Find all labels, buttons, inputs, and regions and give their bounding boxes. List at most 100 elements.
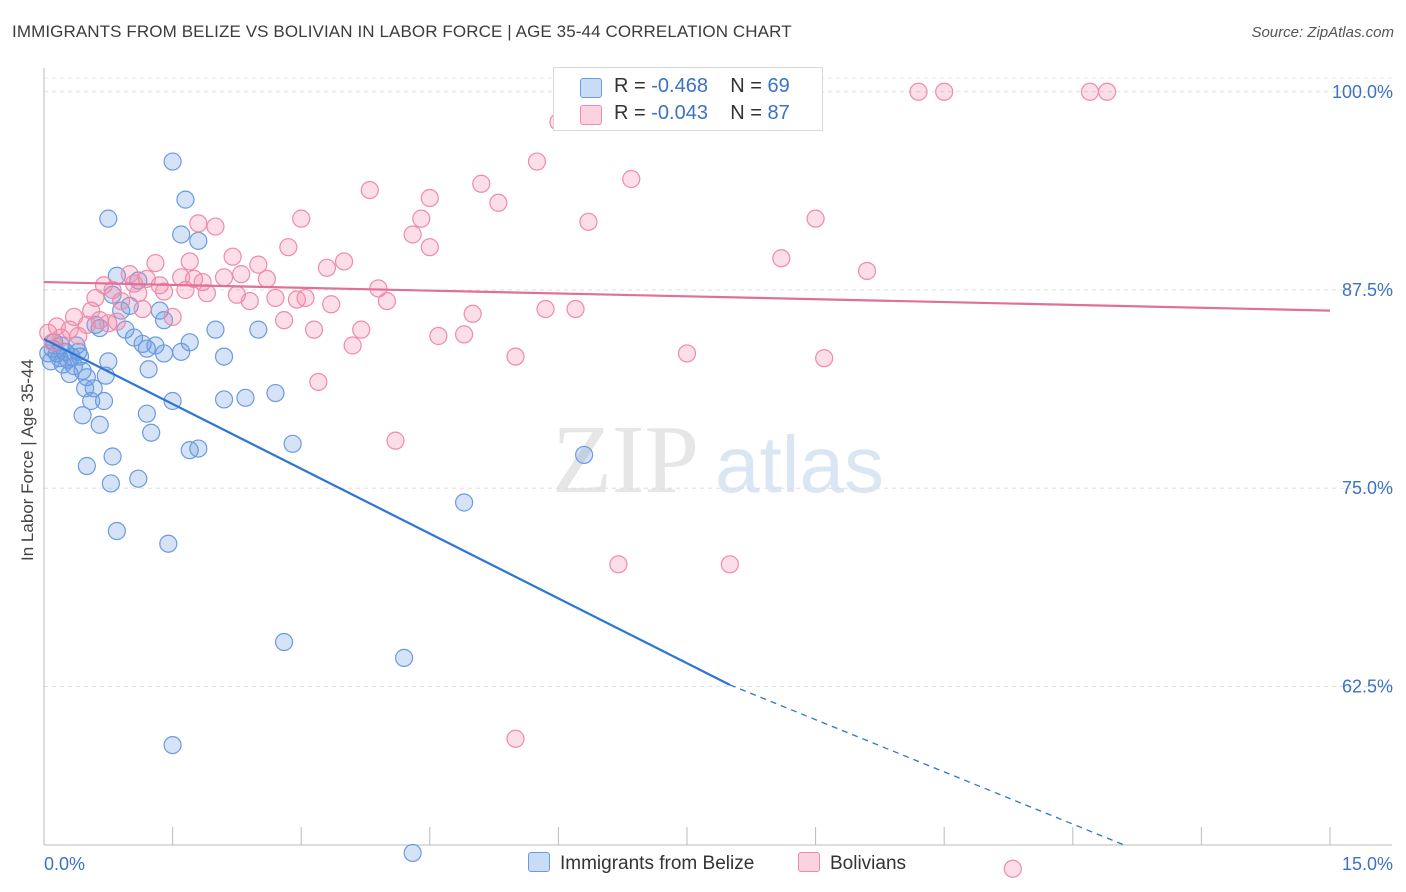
x-tick-label: 0.0% <box>44 854 85 874</box>
point-belize <box>77 368 96 387</box>
point-belize <box>159 534 178 553</box>
point-bolivian <box>317 258 337 277</box>
point-belize <box>163 735 182 755</box>
point-bolivian <box>249 255 268 274</box>
point-bolivian <box>334 252 354 271</box>
point-bolivian <box>609 555 628 574</box>
point-bolivian <box>322 295 341 314</box>
point-bolivian <box>420 188 439 208</box>
point-bolivian <box>232 265 251 284</box>
axes <box>43 68 1392 846</box>
legend-swatch-belize <box>580 78 602 98</box>
y-axis-label: In Labor Force | Age 35-44 <box>18 359 37 561</box>
watermark-atlas: atlas <box>715 420 884 509</box>
point-bolivian <box>806 209 825 228</box>
point-bolivian <box>343 336 362 355</box>
correlation-legend: R = -0.468 N = 69 R = -0.043 N = 87 <box>553 67 823 131</box>
point-bolivian <box>223 247 242 266</box>
y-tick-label: 87.5% <box>1342 280 1393 300</box>
point-belize <box>139 360 158 379</box>
point-bolivian <box>403 225 422 244</box>
point-bolivian <box>536 299 555 319</box>
point-bolivian <box>86 288 105 308</box>
point-belize <box>454 493 474 512</box>
point-belize <box>64 357 84 376</box>
point-belize <box>172 225 191 244</box>
legend-n-value-bolivians: 87 <box>767 102 790 124</box>
point-bolivian <box>1003 859 1022 878</box>
point-bolivian <box>506 729 525 748</box>
point-belize <box>575 445 594 465</box>
legend-n-label: N = <box>730 102 768 124</box>
point-bolivian <box>296 288 315 308</box>
bottom-legend-swatch-belize <box>528 852 550 872</box>
point-bolivian <box>352 320 371 339</box>
point-bolivian <box>133 299 152 319</box>
point-belize <box>77 456 96 476</box>
point-belize <box>266 383 285 403</box>
bottom-legend-swatch-bolivians <box>798 852 820 872</box>
trend-line-belize <box>43 338 731 686</box>
point-bolivian <box>1097 82 1117 101</box>
trend-lines <box>43 280 1331 846</box>
point-belize <box>403 843 422 863</box>
point-bolivian <box>360 181 379 200</box>
point-bolivian <box>579 212 598 231</box>
point-bolivian <box>377 292 397 311</box>
bottom-legend-bolivians: Bolivians <box>798 852 906 875</box>
y-tick-label: 100.0% <box>1332 82 1393 102</box>
chart-title: IMMIGRANTS FROM BELIZE VS BOLIVIAN IN LA… <box>12 22 792 41</box>
point-bolivian <box>112 292 131 311</box>
point-bolivian <box>720 555 739 574</box>
point-belize <box>107 521 126 541</box>
point-belize <box>99 352 118 371</box>
point-belize <box>154 344 174 363</box>
source-label: Source: ZipAtlas.com <box>1251 24 1394 41</box>
point-belize <box>137 404 156 423</box>
point-belize <box>99 209 118 228</box>
point-bolivian <box>622 169 641 189</box>
point-bolivian <box>304 320 324 339</box>
point-bolivian <box>935 82 954 101</box>
point-bolivian <box>189 214 208 233</box>
point-bolivian <box>412 209 431 228</box>
point-bolivian <box>197 284 216 303</box>
tick-labels: 100.0% 87.5% 75.0% 62.5% 0.0% 15.0% <box>44 82 1393 874</box>
point-bolivian <box>1080 82 1100 101</box>
point-belize <box>206 320 225 339</box>
legend-n-label: N = <box>730 75 768 97</box>
x-tick-label: 15.0% <box>1342 854 1393 874</box>
point-bolivian <box>266 288 285 308</box>
point-bolivian <box>257 269 277 288</box>
point-belize <box>189 439 208 458</box>
point-bolivian <box>815 349 834 368</box>
grid <box>44 77 1392 687</box>
point-belize <box>283 434 302 453</box>
point-belize <box>189 231 208 250</box>
point-bolivian <box>429 326 448 346</box>
point-bolivian <box>506 347 525 366</box>
point-bolivian <box>566 299 585 319</box>
point-belize <box>236 388 255 407</box>
point-belize <box>163 152 182 171</box>
point-bolivian <box>857 261 877 281</box>
point-bolivian <box>94 276 114 295</box>
point-bolivian <box>527 152 547 171</box>
point-bolivian <box>163 307 182 327</box>
point-belize <box>94 391 114 411</box>
legend-r-value-belize: -0.468 <box>651 75 708 97</box>
point-belize <box>214 390 234 409</box>
legend-n-value-belize: 69 <box>767 75 790 97</box>
point-bolivian <box>240 292 259 311</box>
legend-swatch-bolivians <box>580 105 602 125</box>
y-tick-label: 62.5% <box>1342 676 1393 696</box>
point-belize <box>249 320 268 339</box>
point-belize <box>103 447 122 466</box>
point-bolivian <box>120 265 139 284</box>
point-bolivian <box>309 372 328 392</box>
bottom-legend-belize: Immigrants from Belize <box>528 852 754 875</box>
watermark: ZIP atlas <box>552 406 884 514</box>
point-belize <box>129 469 148 488</box>
point-bolivian <box>463 304 482 323</box>
point-belize <box>214 347 234 366</box>
